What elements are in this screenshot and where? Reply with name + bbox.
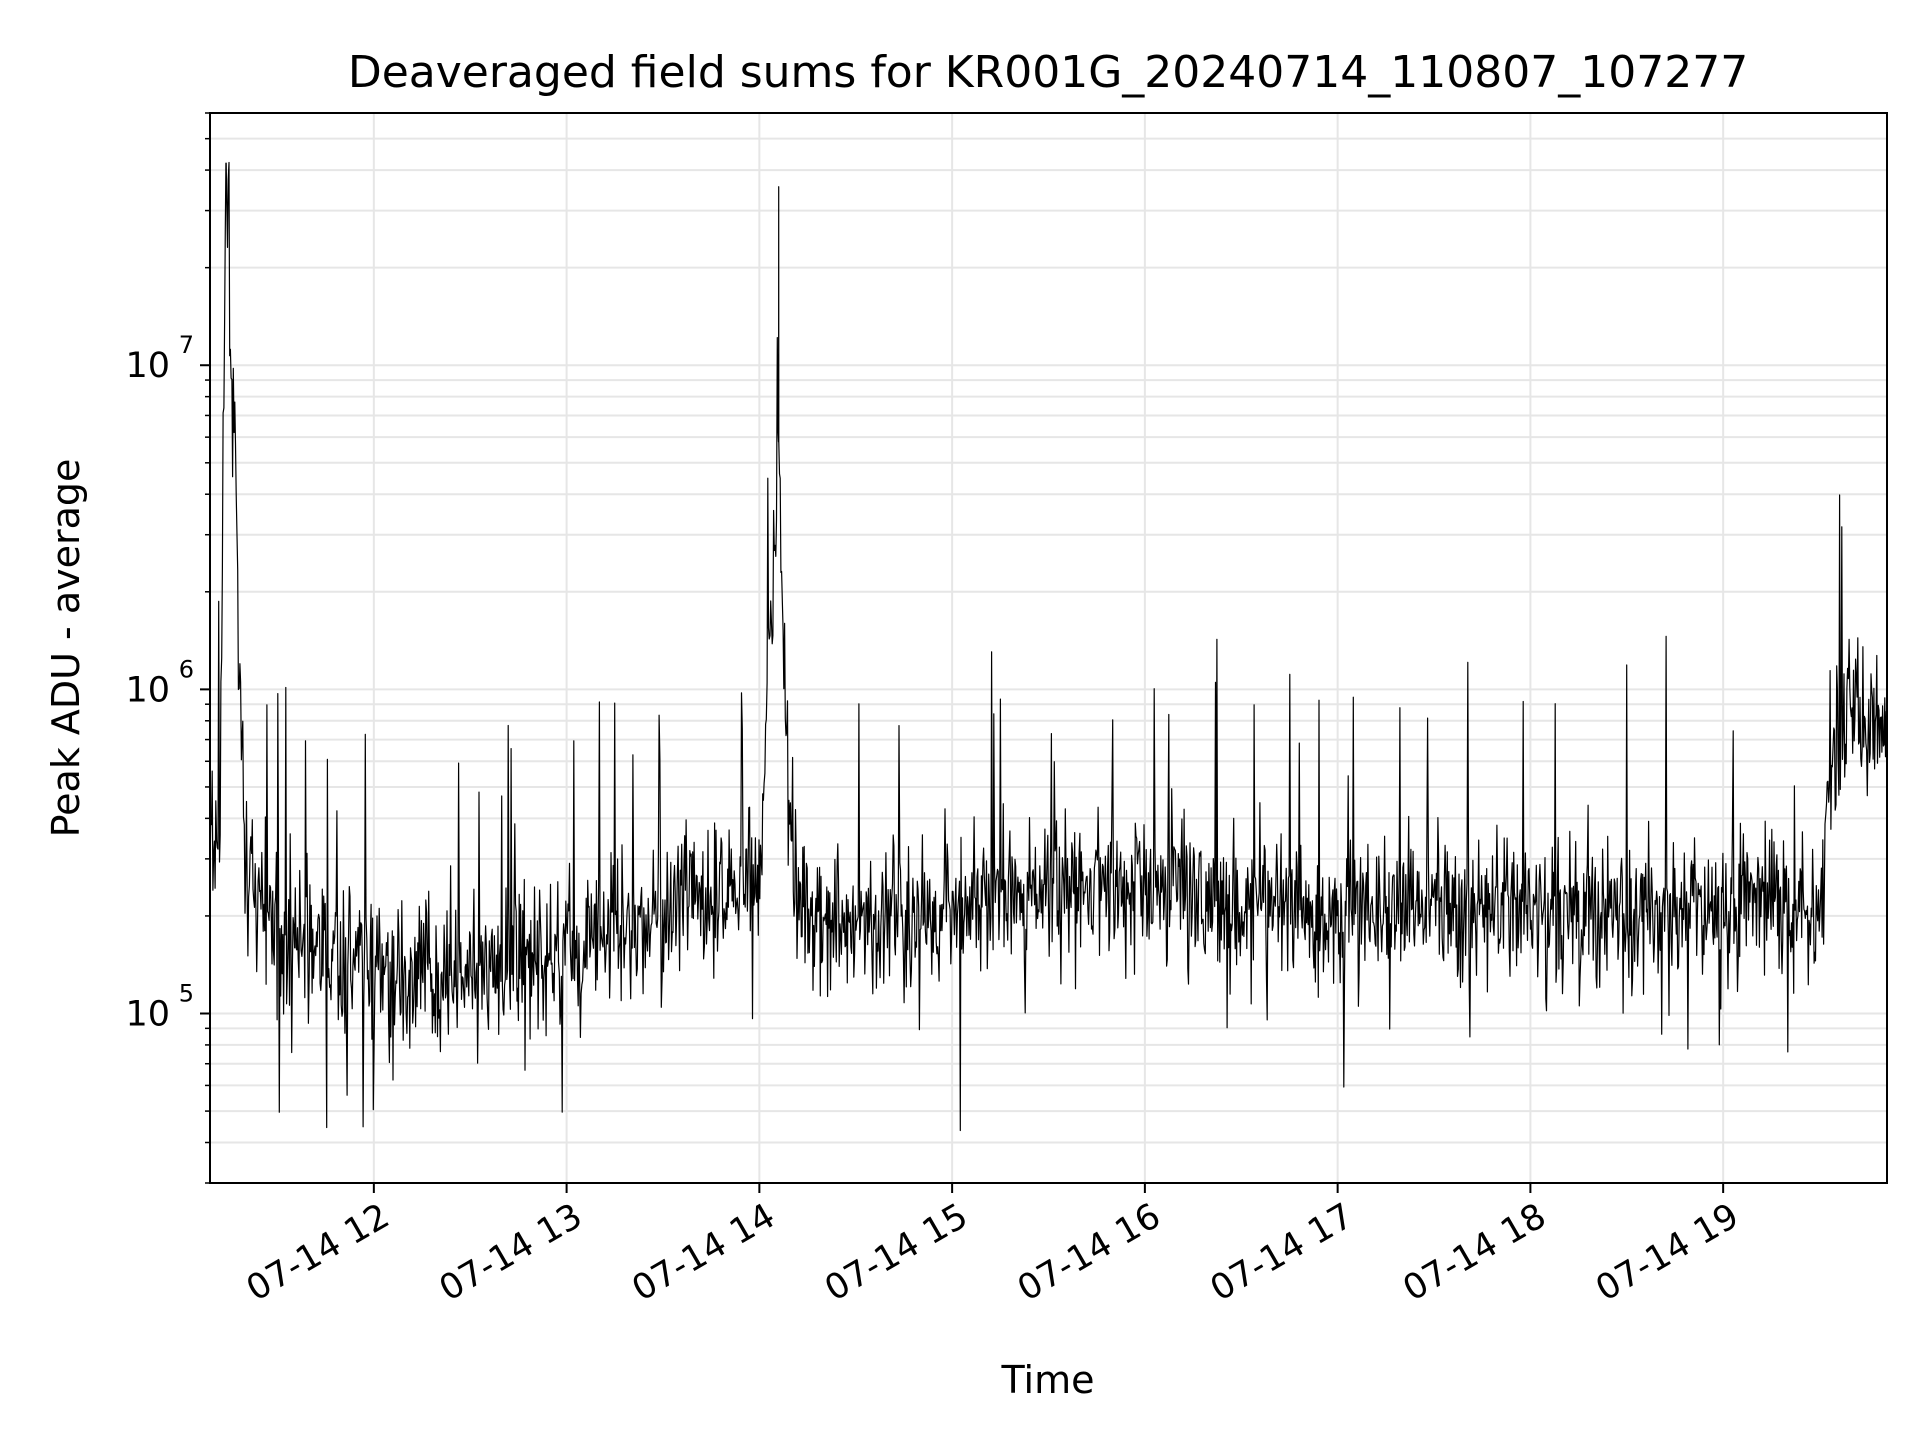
- grid-minor: [210, 112, 1887, 1184]
- plot-area: [210, 113, 1887, 1183]
- series-line: [209, 161, 1888, 1132]
- series-group: [209, 161, 1888, 1132]
- y-tick-exponent: 6: [179, 655, 194, 683]
- plot-frame: [209, 112, 1888, 1184]
- y-tick-label: 10: [125, 346, 170, 386]
- y-tick-exponent: 7: [179, 331, 194, 359]
- grid-major: [210, 113, 1887, 1183]
- y-tick-exponent: 5: [179, 980, 194, 1008]
- x-axis-label: Time: [1001, 1358, 1095, 1402]
- y-ticks: 10 5 10 6 10 7: [125, 112, 210, 1184]
- y-axis-label: Peak ADU - average: [44, 459, 88, 838]
- y-tick-label: 10: [125, 995, 170, 1035]
- y-tick-label: 10: [125, 670, 170, 710]
- chart-title: Deaveraged field sums for KR001G_2024071…: [348, 47, 1748, 98]
